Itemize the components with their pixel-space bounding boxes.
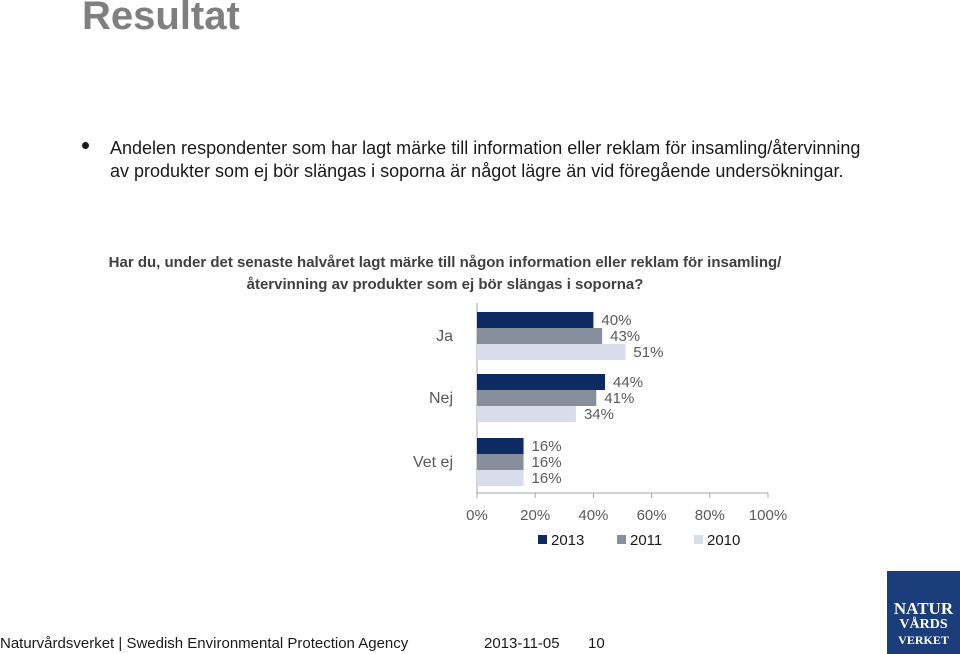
- logo-line-1: NATUR: [893, 599, 954, 618]
- bar-2013: [477, 438, 524, 454]
- legend-label: 2010: [707, 532, 740, 549]
- bar-2013: [477, 312, 594, 328]
- logo-line-3: VERKET: [898, 633, 949, 647]
- legend-swatch-2013: [538, 535, 547, 544]
- data-label: 40%: [601, 312, 631, 329]
- data-label: 16%: [532, 454, 562, 471]
- bar-2011: [477, 328, 603, 344]
- category-label: Ja: [436, 328, 453, 345]
- x-tick-label: 80%: [695, 507, 725, 524]
- slide-title: Resultat: [82, 0, 240, 38]
- bullet-dot-icon: [82, 142, 89, 149]
- bar-2010: [477, 470, 524, 486]
- legend-swatch-2011: [617, 535, 626, 544]
- bar-2010: [477, 344, 626, 360]
- naturvardsverket-logo: NATUR VÅRDS VERKET: [887, 571, 960, 654]
- data-label: 43%: [610, 328, 640, 345]
- data-label: 16%: [532, 438, 562, 455]
- bar-2013: [477, 374, 606, 390]
- logo-line-2: VÅRDS: [899, 617, 948, 632]
- x-tick-label: 100%: [749, 507, 787, 524]
- bar-2010: [477, 406, 576, 422]
- bar-2011: [477, 454, 524, 470]
- footer-date: 2013-11-05: [484, 635, 560, 652]
- data-label: 34%: [584, 406, 614, 423]
- category-label: Vet ej: [413, 454, 453, 471]
- category-label: Nej: [429, 390, 453, 407]
- x-tick-label: 20%: [520, 507, 550, 524]
- legend-label: 2011: [630, 532, 662, 549]
- footer-page-number: 10: [588, 635, 605, 652]
- bullet-text: Andelen respondenter som har lagt märke …: [110, 138, 861, 181]
- bar-2011: [477, 390, 597, 406]
- data-label: 41%: [604, 390, 634, 407]
- legend-label: 2013: [551, 532, 584, 549]
- footer-organization: Naturvårdsverket | Swedish Environmental…: [0, 635, 409, 652]
- chart-question: Har du, under det senaste halvåret lagt …: [108, 254, 782, 293]
- x-tick-label: 0%: [466, 507, 488, 524]
- data-label: 44%: [613, 374, 643, 391]
- x-tick-label: 60%: [637, 507, 667, 524]
- legend-swatch-2010: [694, 535, 703, 544]
- data-label: 51%: [633, 344, 663, 361]
- data-label: 16%: [532, 470, 562, 487]
- x-tick-label: 40%: [578, 507, 608, 524]
